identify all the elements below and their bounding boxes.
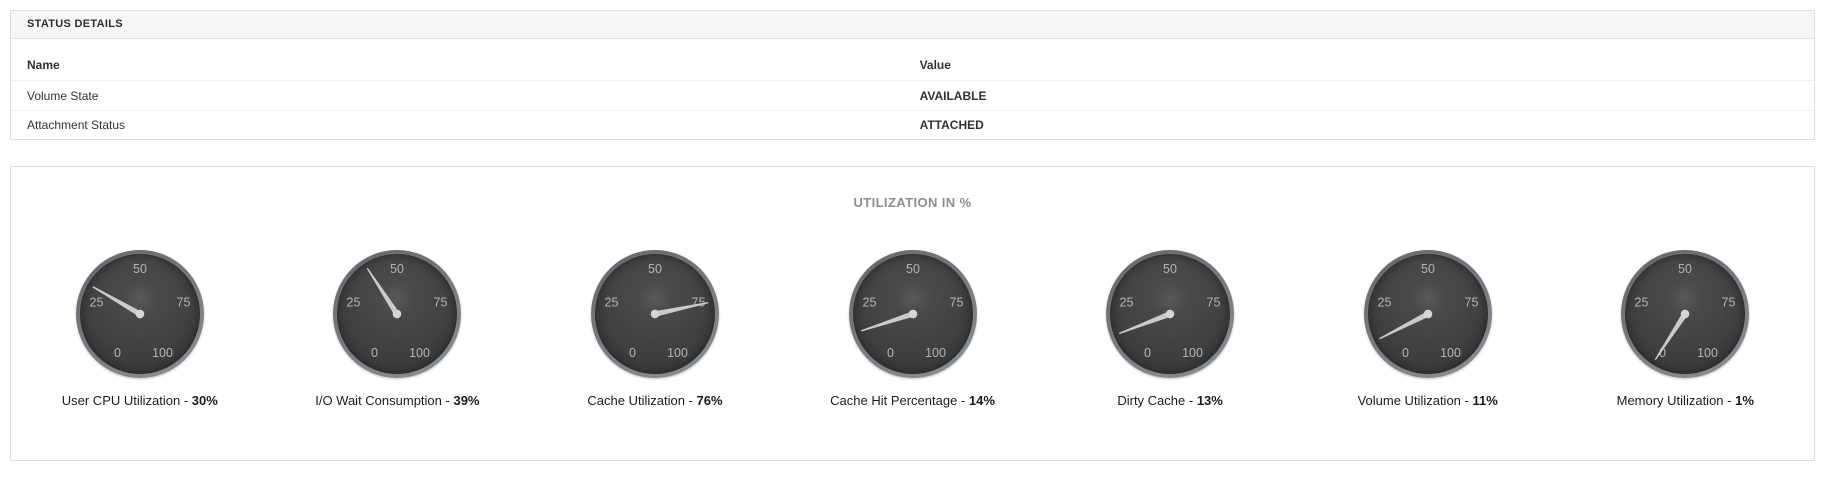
gauge-value: 14% bbox=[968, 393, 995, 408]
status-row-attachment-status: Attachment Status ATTACHED bbox=[11, 111, 1814, 139]
gauge-tick-label: 50 bbox=[1163, 262, 1177, 276]
gauge-label: Volume Utilization bbox=[1357, 393, 1461, 408]
gauge-needle bbox=[1378, 309, 1432, 340]
gauge-needle bbox=[1118, 309, 1175, 335]
status-details-panel: STATUS DETAILS Name Value Volume State A… bbox=[10, 10, 1815, 140]
gauge-separator: - bbox=[441, 393, 454, 408]
gauge-separator: - bbox=[684, 393, 697, 408]
gauge-tick-label: 0 bbox=[629, 346, 636, 360]
gauge-tick-label: 75 bbox=[1207, 295, 1221, 309]
gauge-tick-label: 50 bbox=[1421, 262, 1435, 276]
gauge-tick-label: 25 bbox=[604, 295, 618, 309]
gauge-tick-label: 75 bbox=[1722, 295, 1736, 309]
status-table-header-row: Name Value bbox=[11, 39, 1814, 81]
gauge-tick-label: 100 bbox=[1440, 346, 1461, 360]
gauge-tick-label: 25 bbox=[1635, 295, 1649, 309]
gauge-caption: Dirty Cache - 13% bbox=[1117, 393, 1223, 408]
gauge-needle bbox=[650, 302, 709, 319]
gauge-caption: Cache Hit Percentage - 14% bbox=[830, 393, 995, 408]
gauge-dial: 0 25 50 75 100 bbox=[1106, 250, 1235, 378]
gauge-tick-label: 25 bbox=[347, 295, 361, 309]
gauge-needle bbox=[860, 309, 917, 332]
gauge-separator: - bbox=[180, 393, 192, 408]
gauge-separator: - bbox=[1460, 393, 1473, 408]
gauge-tick-label: 75 bbox=[949, 295, 963, 309]
column-header-name: Name bbox=[27, 57, 60, 72]
gauge-tick-label: 75 bbox=[434, 295, 448, 309]
utilization-title: UTILIZATION IN % bbox=[853, 195, 972, 210]
gauge-tick-label: 50 bbox=[390, 262, 404, 276]
gauge-dirty-cache: 0 25 50 75 100 Dirty Cache - 13% bbox=[1041, 250, 1299, 408]
status-row-value: AVAILABLE bbox=[919, 88, 987, 103]
gauge-dial: 0 25 50 75 100 bbox=[75, 250, 204, 378]
gauge-label: User CPU Utilization bbox=[61, 393, 181, 408]
gauge-tick-label: 100 bbox=[667, 346, 688, 360]
gauge-label: I/O Wait Consumption bbox=[315, 393, 442, 408]
gauge-needle bbox=[1655, 309, 1690, 361]
status-row-name: Attachment Status bbox=[27, 118, 126, 132]
gauge-cache-hit-percentage: 0 25 50 75 100 Cache Hit Percentage - 14% bbox=[784, 250, 1042, 408]
gauge-label: Cache Utilization bbox=[587, 393, 685, 408]
gauge-needle bbox=[367, 267, 402, 319]
gauge-tick-label: 100 bbox=[409, 346, 430, 360]
gauge-tick-label: 0 bbox=[371, 346, 378, 360]
gauge-tick-label: 50 bbox=[648, 262, 662, 276]
gauge-caption: Cache Utilization - 76% bbox=[587, 393, 722, 408]
gauge-label: Memory Utilization bbox=[1616, 393, 1724, 408]
gauge-tick-label: 25 bbox=[1120, 295, 1134, 309]
gauge-tick-label: 0 bbox=[114, 346, 121, 360]
gauge-tick-label: 50 bbox=[133, 262, 147, 276]
gauge-value: 39% bbox=[453, 393, 480, 408]
gauge-volume-utilization: 0 25 50 75 100 Volume Utilization - 11% bbox=[1299, 250, 1557, 408]
gauge-separator: - bbox=[1185, 393, 1197, 408]
gauge-io-wait-consumption: 0 25 50 75 100 I/O Wait Consumption - 39% bbox=[269, 250, 527, 408]
gauge-memory-utilization: 0 25 50 75 100 Memory Utilization - 1% bbox=[1556, 250, 1814, 408]
gauge-tick-label: 75 bbox=[1464, 295, 1478, 309]
gauge-tick-label: 50 bbox=[906, 262, 920, 276]
gauge-dial: 0 25 50 75 100 bbox=[848, 250, 977, 378]
status-row-value: ATTACHED bbox=[919, 118, 984, 132]
gauge-tick-label: 100 bbox=[1182, 346, 1203, 360]
gauge-value: 1% bbox=[1735, 393, 1754, 408]
utilization-panel: UTILIZATION IN % 0 25 50 75 100 User CPU Uti… bbox=[10, 166, 1815, 461]
gauge-tick-label: 100 bbox=[1697, 346, 1718, 360]
status-row-volume-state: Volume State AVAILABLE bbox=[11, 81, 1814, 111]
gauge-dial: 0 25 50 75 100 bbox=[590, 250, 719, 378]
gauge-tick-label: 0 bbox=[1402, 346, 1409, 360]
gauge-needle bbox=[92, 286, 145, 319]
gauge-tick-label: 0 bbox=[887, 346, 894, 360]
gauges-row: 0 25 50 75 100 User CPU Utilization - 30% 0 2… bbox=[11, 250, 1814, 408]
gauge-cache-utilization: 0 25 50 75 100 Cache Utilization - 76% bbox=[526, 250, 784, 408]
gauge-tick-label: 100 bbox=[925, 346, 946, 360]
gauge-tick-label: 0 bbox=[1659, 346, 1666, 360]
gauge-tick-label: 0 bbox=[1144, 346, 1151, 360]
status-table: Name Value Volume State AVAILABLE Attach… bbox=[11, 39, 1814, 139]
gauge-label: Cache Hit Percentage bbox=[830, 393, 958, 408]
gauge-caption: Volume Utilization - 11% bbox=[1358, 393, 1498, 408]
status-details-title: STATUS DETAILS bbox=[11, 11, 1814, 39]
gauge-tick-label: 100 bbox=[152, 346, 173, 360]
gauge-tick-label: 25 bbox=[1377, 295, 1391, 309]
gauge-caption: User CPU Utilization - 30% bbox=[62, 393, 218, 408]
gauge-tick-label: 25 bbox=[862, 295, 876, 309]
gauge-value: 30% bbox=[191, 393, 218, 408]
gauge-separator: - bbox=[957, 393, 969, 408]
gauge-tick-label: 75 bbox=[176, 295, 190, 309]
gauge-dial: 0 25 50 75 100 bbox=[1621, 250, 1750, 378]
gauge-value: 11% bbox=[1472, 393, 1498, 408]
gauge-dial: 0 25 50 75 100 bbox=[1363, 250, 1492, 378]
gauge-value: 76% bbox=[696, 393, 723, 408]
column-header-value: Value bbox=[919, 57, 951, 72]
status-row-name: Volume State bbox=[27, 88, 99, 103]
gauge-user-cpu-utilization: 0 25 50 75 100 User CPU Utilization - 30% bbox=[11, 250, 269, 408]
gauge-caption: Memory Utilization - 1% bbox=[1617, 393, 1754, 408]
gauge-tick-label: 50 bbox=[1678, 262, 1692, 276]
gauge-value: 13% bbox=[1196, 393, 1223, 408]
gauge-label: Dirty Cache bbox=[1117, 393, 1186, 408]
gauge-caption: I/O Wait Consumption - 39% bbox=[315, 393, 479, 408]
gauge-dial: 0 25 50 75 100 bbox=[333, 250, 462, 378]
gauge-tick-label: 25 bbox=[89, 295, 103, 309]
gauge-separator: - bbox=[1723, 393, 1736, 408]
gauge-tick-label: 75 bbox=[691, 295, 705, 309]
